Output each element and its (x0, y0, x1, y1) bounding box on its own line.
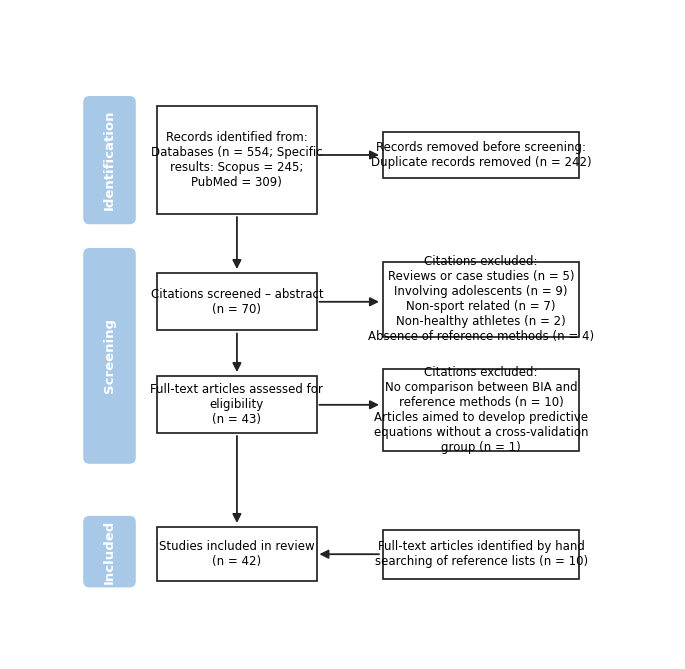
FancyBboxPatch shape (158, 274, 316, 330)
FancyBboxPatch shape (158, 106, 316, 214)
FancyBboxPatch shape (84, 248, 136, 464)
FancyBboxPatch shape (383, 262, 580, 337)
FancyBboxPatch shape (383, 132, 580, 178)
FancyBboxPatch shape (383, 530, 580, 579)
Text: Full-text articles assessed for
eligibility
(n = 43): Full-text articles assessed for eligibil… (151, 383, 323, 426)
FancyBboxPatch shape (158, 377, 316, 433)
Text: Citations screened – abstract
(n = 70): Citations screened – abstract (n = 70) (151, 288, 323, 316)
Text: Citations excluded:
Reviews or case studies (n = 5)
Involving adolescents (n = 9: Citations excluded: Reviews or case stud… (368, 255, 594, 343)
Text: Included: Included (103, 520, 116, 584)
Text: Full-text articles identified by hand
searching of reference lists (n = 10): Full-text articles identified by hand se… (375, 540, 588, 568)
Text: Citations excluded:
No comparison between BIA and
reference methods (n = 10)
Art: Citations excluded: No comparison betwee… (374, 366, 588, 454)
Text: Records identified from:
Databases (n = 554; Specific
results: Scopus = 245;
Pub: Records identified from: Databases (n = … (151, 131, 323, 189)
Text: Screening: Screening (103, 318, 116, 393)
FancyBboxPatch shape (84, 516, 136, 587)
FancyBboxPatch shape (383, 369, 580, 451)
Text: Studies included in review
(n = 42): Studies included in review (n = 42) (159, 540, 314, 568)
Text: Records removed before screening:
Duplicate records removed (n = 242): Records removed before screening: Duplic… (371, 141, 591, 169)
FancyBboxPatch shape (158, 527, 316, 581)
Text: Identification: Identification (103, 110, 116, 210)
FancyBboxPatch shape (84, 96, 136, 224)
